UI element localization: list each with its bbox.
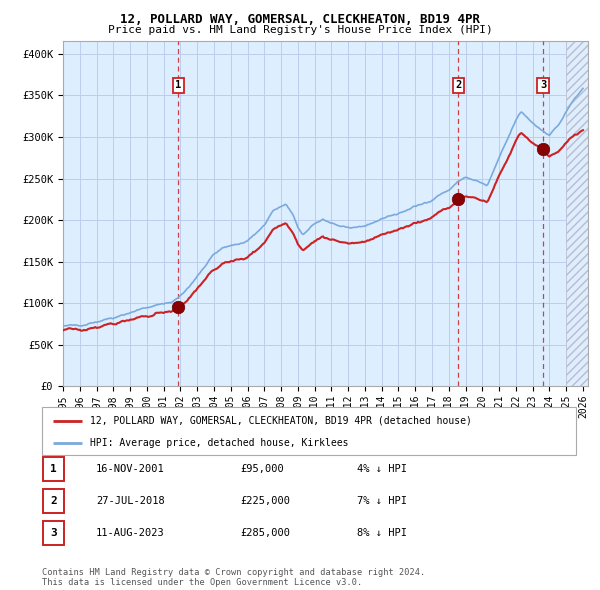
Text: 11-AUG-2023: 11-AUG-2023: [96, 528, 165, 537]
Text: 27-JUL-2018: 27-JUL-2018: [96, 496, 165, 506]
Bar: [566, 41, 588, 386]
Text: 3: 3: [540, 80, 546, 90]
Text: 1: 1: [175, 80, 182, 90]
Text: 12, POLLARD WAY, GOMERSAL, CLECKHEATON, BD19 4PR (detached house): 12, POLLARD WAY, GOMERSAL, CLECKHEATON, …: [90, 415, 472, 425]
Text: 2: 2: [455, 80, 461, 90]
Text: 12, POLLARD WAY, GOMERSAL, CLECKHEATON, BD19 4PR: 12, POLLARD WAY, GOMERSAL, CLECKHEATON, …: [120, 13, 480, 26]
Text: 2: 2: [50, 496, 57, 506]
Text: Price paid vs. HM Land Registry's House Price Index (HPI): Price paid vs. HM Land Registry's House …: [107, 25, 493, 35]
Text: £95,000: £95,000: [240, 464, 284, 474]
Text: 4% ↓ HPI: 4% ↓ HPI: [357, 464, 407, 474]
Text: £285,000: £285,000: [240, 528, 290, 537]
Text: 8% ↓ HPI: 8% ↓ HPI: [357, 528, 407, 537]
Text: 1: 1: [50, 464, 57, 474]
Text: 16-NOV-2001: 16-NOV-2001: [96, 464, 165, 474]
Text: 7% ↓ HPI: 7% ↓ HPI: [357, 496, 407, 506]
Text: HPI: Average price, detached house, Kirklees: HPI: Average price, detached house, Kirk…: [90, 438, 349, 448]
Text: 3: 3: [50, 528, 57, 537]
Text: £225,000: £225,000: [240, 496, 290, 506]
Text: Contains HM Land Registry data © Crown copyright and database right 2024.
This d: Contains HM Land Registry data © Crown c…: [42, 568, 425, 587]
